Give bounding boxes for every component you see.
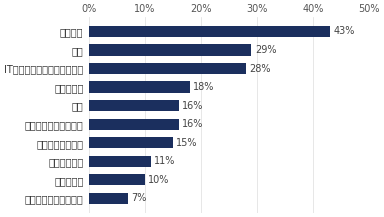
Text: 11%: 11% — [154, 156, 175, 166]
Text: 16%: 16% — [182, 119, 204, 129]
Bar — [89, 82, 190, 93]
Bar — [89, 119, 179, 130]
Bar — [89, 26, 330, 37]
Text: 18%: 18% — [193, 82, 215, 92]
Bar — [89, 193, 128, 204]
Bar — [89, 44, 252, 56]
Bar — [89, 137, 173, 148]
Text: 7%: 7% — [132, 193, 147, 203]
Bar — [89, 63, 246, 74]
Text: 16%: 16% — [182, 101, 204, 111]
Text: 43%: 43% — [333, 26, 354, 36]
Bar — [89, 174, 145, 185]
Bar — [89, 100, 179, 111]
Text: 28%: 28% — [249, 64, 271, 74]
Text: 10%: 10% — [148, 175, 170, 185]
Bar — [89, 156, 151, 167]
Text: 29%: 29% — [255, 45, 276, 55]
Text: 15%: 15% — [176, 138, 198, 148]
